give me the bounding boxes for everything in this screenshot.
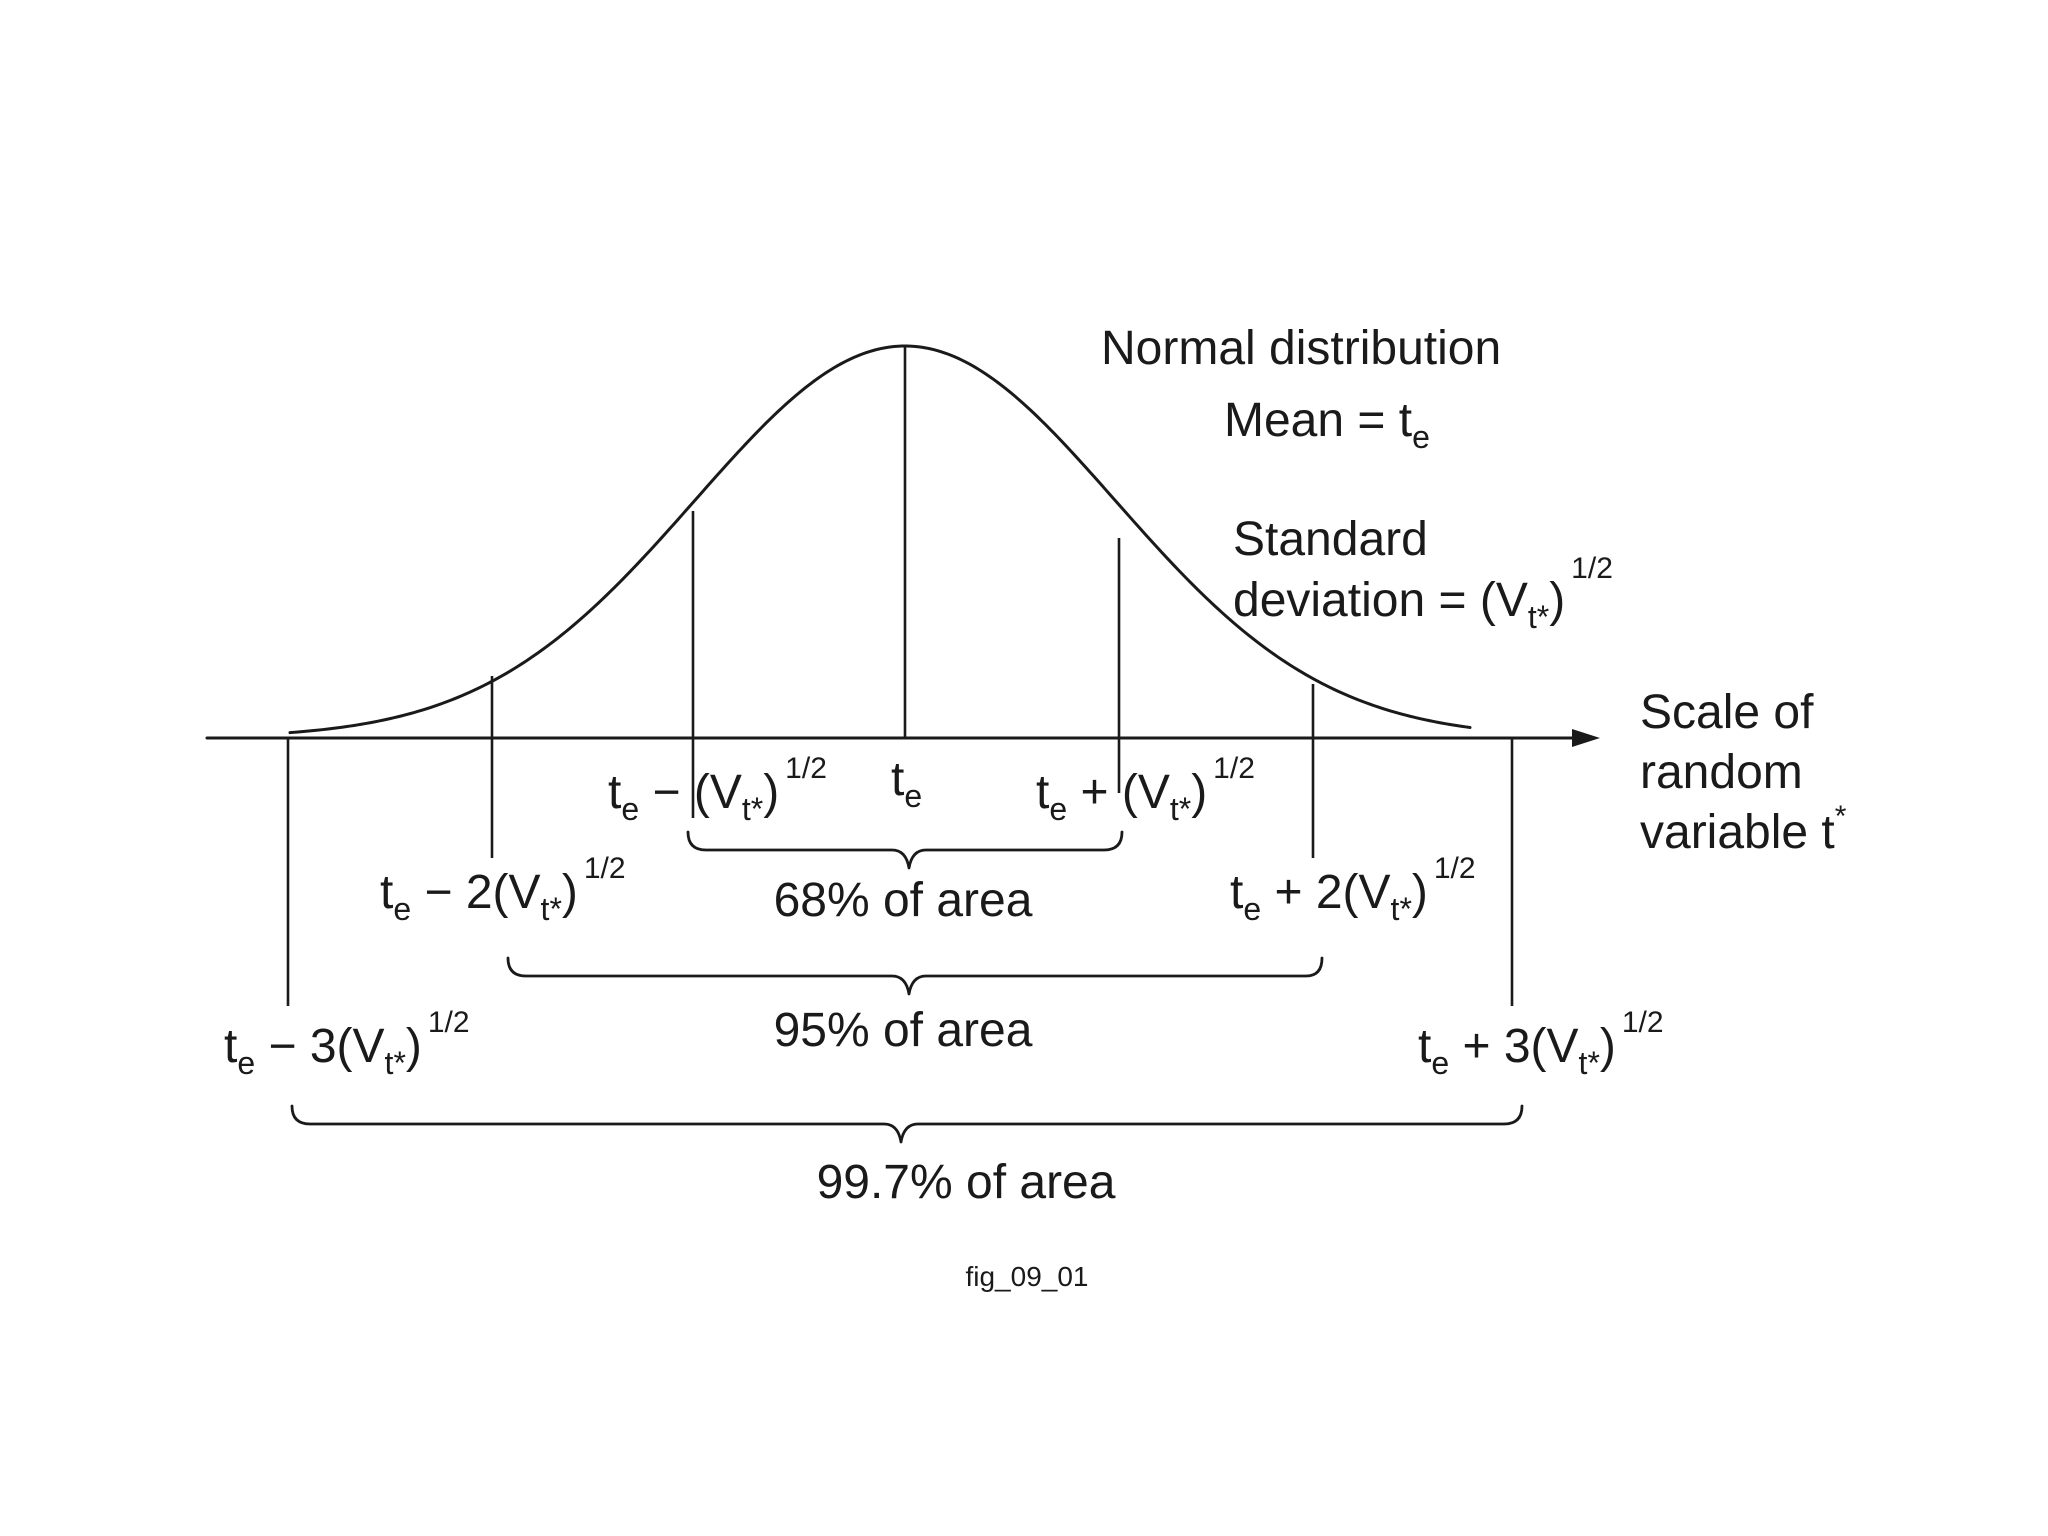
minus-1sd-close: )	[763, 766, 779, 819]
minus-1sd-v-subscript: t*	[742, 791, 763, 827]
bell-curve	[288, 344, 1472, 735]
minus-3sd-close: )	[406, 1020, 422, 1073]
minus-3sd-subscript: e	[237, 1045, 255, 1081]
minus-3sd-v-subscript: t*	[385, 1045, 406, 1081]
mean-label-text: Mean = t	[1224, 394, 1412, 447]
plus-1sd-close: )	[1191, 766, 1207, 819]
area-three-sd-label: 99.7% of area	[817, 1156, 1116, 1209]
minus-2sd-base: t	[380, 866, 393, 919]
minus-1sd-exponent: 1/2	[785, 752, 827, 785]
plus-2sd-v-subscript: t*	[1391, 891, 1412, 927]
plus-2sd-base: t	[1230, 866, 1243, 919]
area-one-sd-label: 68% of area	[774, 874, 1033, 927]
minus-2sd-v-subscript: t*	[541, 891, 562, 927]
minus-2sd-exponent: 1/2	[584, 852, 626, 885]
plus-1sd-op: + (V	[1067, 766, 1170, 819]
plus-3sd-label: te + 3(Vt*) 1/2	[1418, 1006, 1664, 1081]
plus-1sd-label: te + (Vt*) 1/2	[1036, 752, 1255, 827]
plus-1sd-exponent: 1/2	[1213, 752, 1255, 785]
minus-3sd-op: − 3(V	[255, 1020, 384, 1073]
mean-tick-base: t	[891, 753, 904, 806]
mean-label-subscript: e	[1412, 419, 1430, 455]
brace-three-sd	[290, 1104, 1524, 1144]
minus-2sd-label: te − 2(Vt*) 1/2	[380, 852, 626, 927]
minus-1sd-subscript: e	[621, 791, 639, 827]
minus-2sd-close: )	[562, 866, 578, 919]
plus-3sd-exponent: 1/2	[1622, 1006, 1664, 1039]
area-two-sd-label: 95% of area	[774, 1004, 1033, 1057]
plus-2sd-op: + 2(V	[1261, 866, 1390, 919]
plus-2sd-close: )	[1412, 866, 1428, 919]
plus-3sd-v-subscript: t*	[1579, 1045, 1600, 1081]
sd-label-exponent: 1/2	[1571, 552, 1613, 585]
figure-caption: fig_09_01	[965, 1261, 1088, 1292]
plus-1sd-v-subscript: t*	[1170, 791, 1191, 827]
minus-3sd-label: te − 3(Vt*) 1/2	[224, 1006, 470, 1081]
plus-2sd-label: te + 2(Vt*) 1/2	[1230, 852, 1476, 927]
plus-3sd-base: t	[1418, 1020, 1431, 1073]
minus-1sd-op: − (V	[639, 766, 742, 819]
sd-label-line2: deviation = (Vt*)1/2	[1233, 552, 1613, 635]
plus-2sd-exponent: 1/2	[1434, 852, 1476, 885]
mean-tick-label: te	[891, 753, 922, 814]
plus-3sd-close: )	[1600, 1020, 1616, 1073]
sd-label-text: deviation = (V	[1233, 574, 1528, 627]
axis-label-line1: Scale of	[1640, 686, 1814, 739]
plus-2sd-subscript: e	[1243, 891, 1261, 927]
mean-tick-subscript: e	[904, 778, 922, 814]
plus-1sd-base: t	[1036, 766, 1049, 819]
sd-label-subscript: t*	[1528, 599, 1549, 635]
axis-label-line3-superscript: *	[1835, 800, 1847, 833]
minus-3sd-base: t	[224, 1020, 237, 1073]
brace-one-sd	[686, 830, 1124, 870]
plus-1sd-subscript: e	[1049, 791, 1067, 827]
brace-two-sd	[506, 956, 1324, 996]
plus-3sd-op: + 3(V	[1449, 1020, 1578, 1073]
sd-label-line1: Standard	[1233, 513, 1428, 566]
minus-3sd-exponent: 1/2	[428, 1006, 470, 1039]
axis-label-line3-text: variable t	[1640, 806, 1835, 859]
minus-2sd-subscript: e	[393, 891, 411, 927]
axis-label-line2: random	[1640, 746, 1803, 799]
minus-1sd-label: te − (Vt*) 1/2	[608, 752, 827, 827]
legend-title: Normal distribution	[1101, 322, 1501, 375]
x-axis-arrowhead	[1572, 729, 1600, 747]
sd-label-close: )	[1549, 574, 1565, 627]
mean-label: Mean = te	[1224, 394, 1430, 455]
minus-1sd-base: t	[608, 766, 621, 819]
plus-3sd-subscript: e	[1431, 1045, 1449, 1081]
axis-label-line3: variable t*	[1640, 800, 1847, 859]
minus-2sd-op: − 2(V	[411, 866, 540, 919]
